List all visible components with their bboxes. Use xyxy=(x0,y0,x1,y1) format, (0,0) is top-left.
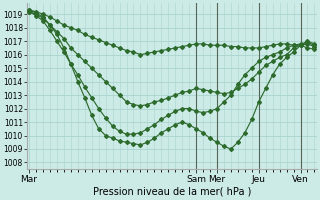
X-axis label: Pression niveau de la mer( hPa ): Pression niveau de la mer( hPa ) xyxy=(92,187,251,197)
